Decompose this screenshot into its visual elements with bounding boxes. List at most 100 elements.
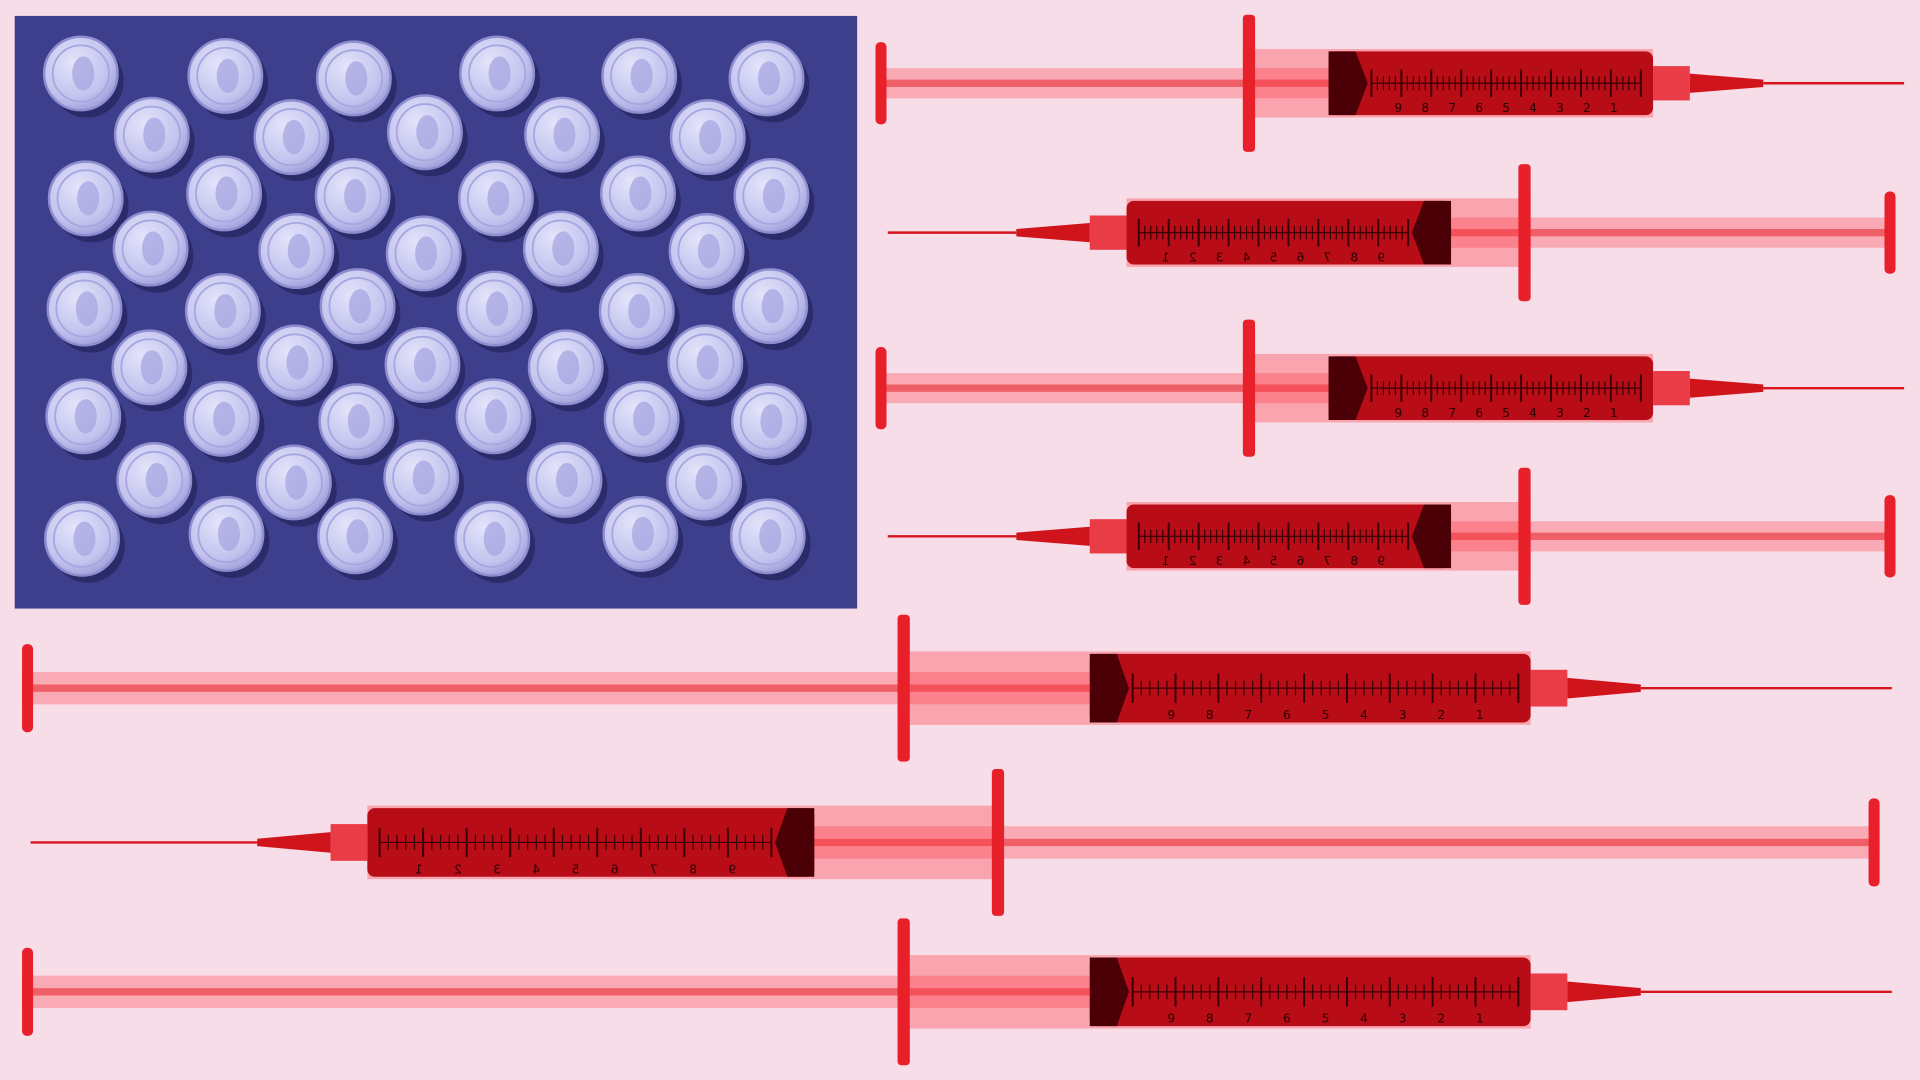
plunger-rod-core xyxy=(875,384,1329,392)
coin-rim xyxy=(394,224,453,283)
coin-rim xyxy=(675,453,734,512)
coin-rim xyxy=(607,281,666,341)
coin-rim xyxy=(193,281,252,341)
coin-rim xyxy=(610,46,669,105)
coin-portrait xyxy=(415,236,438,271)
plunger-rod-core xyxy=(1451,532,1896,540)
scale-number: 5 xyxy=(1322,1012,1330,1026)
coin-portrait xyxy=(699,120,722,155)
finger-flange xyxy=(1518,164,1531,302)
coin-rim xyxy=(120,338,179,397)
coin-portrait xyxy=(286,345,309,380)
coin-portrait xyxy=(552,231,575,266)
needle-hub xyxy=(1653,66,1690,101)
syringe-stripe: 1 2 3 4 5 6 7 8 9 xyxy=(22,918,1892,1066)
coin-portrait xyxy=(213,401,236,436)
coin-portrait xyxy=(695,465,718,500)
coin-rim xyxy=(195,164,254,223)
coin-rim xyxy=(266,333,325,392)
coin-portrait xyxy=(347,404,370,439)
scale-number: 8 xyxy=(1350,554,1358,568)
scale-number: 3 xyxy=(1556,101,1564,115)
scale-number: 7 xyxy=(1244,708,1252,722)
coin-rim xyxy=(395,103,454,162)
finger-flange xyxy=(897,614,910,762)
coin-portrait xyxy=(629,176,652,211)
coin-rim xyxy=(678,108,737,167)
coin-rim xyxy=(56,169,115,228)
coin-portrait xyxy=(759,519,782,554)
finger-flange xyxy=(1242,319,1256,457)
coins-group xyxy=(42,35,815,583)
coin-rim xyxy=(676,333,735,392)
coin-rim xyxy=(468,44,527,103)
scale-number: 6 xyxy=(1475,101,1483,115)
coin-portrait xyxy=(74,399,97,434)
coin-rim xyxy=(262,108,321,167)
scale-number: 6 xyxy=(1296,250,1304,264)
coin-rim xyxy=(465,279,524,338)
scale-number: 7 xyxy=(1323,554,1331,568)
scale-number: 3 xyxy=(1216,554,1224,568)
scale-number: 2 xyxy=(1189,554,1197,568)
plunger-thumb-press xyxy=(875,347,887,430)
needle-hub xyxy=(1530,973,1568,1011)
coin-rim xyxy=(737,49,796,108)
scale-number: 2 xyxy=(1437,1012,1445,1026)
scale-number: 6 xyxy=(1475,406,1483,420)
plunger-thumb-press xyxy=(875,42,887,125)
scale-number: 8 xyxy=(1206,708,1214,722)
plunger-thumb-press xyxy=(1884,495,1896,578)
scale-number: 7 xyxy=(1448,406,1456,420)
coin-portrait xyxy=(344,178,367,214)
plunger-rod-core xyxy=(814,838,1880,847)
needle-hub xyxy=(1530,669,1568,707)
plunger-stopper xyxy=(775,808,815,877)
coin-rim xyxy=(55,279,114,338)
scale-number: 1 xyxy=(1610,101,1618,115)
scale-number: 4 xyxy=(1529,101,1537,115)
needle-hub-tip xyxy=(257,832,331,853)
coin-portrait xyxy=(143,117,166,152)
coin-portrait xyxy=(216,58,239,94)
syringes-group: 1 2 3 4 5 6 7 8 9 1 2 3 4 5 6 7 8 9 1 2 3 4 5 6 7 8 9 1 2 3 4 5 6 7 8 9 1 2 3 4… xyxy=(22,14,1905,1066)
coin-portrait xyxy=(484,399,507,434)
syringe-stripe: 1 2 3 4 5 6 7 8 9 xyxy=(22,614,1892,762)
needle-hub xyxy=(1653,371,1690,406)
scale-number: 9 xyxy=(1167,1012,1175,1026)
coin-rim xyxy=(52,509,112,568)
coin-portrait xyxy=(630,58,653,94)
coin-rim xyxy=(192,389,251,448)
scale-number: 8 xyxy=(1421,406,1429,420)
coin-rim xyxy=(464,387,523,446)
needle-hub-tip xyxy=(1567,981,1641,1003)
coin-rim xyxy=(196,46,255,105)
coin-rim xyxy=(323,166,382,226)
coin-portrait xyxy=(215,176,238,211)
coin-rim xyxy=(327,392,386,451)
coin-rim xyxy=(264,453,323,512)
coin-portrait xyxy=(487,181,510,216)
coin-rim xyxy=(677,221,736,281)
coin-portrait xyxy=(553,117,576,152)
coin-rim xyxy=(54,387,113,446)
coin-portrait xyxy=(217,516,240,552)
scale-number: 1 xyxy=(1162,250,1170,264)
coin-portrait xyxy=(142,231,165,266)
scale-number: 5 xyxy=(1270,250,1278,264)
scale-number: 9 xyxy=(1394,101,1402,115)
plunger-rod-core xyxy=(22,988,1090,996)
coin-rim xyxy=(532,105,592,164)
syringe-stripe: 1 2 3 4 5 6 7 8 9 xyxy=(30,768,1880,916)
coin-rim xyxy=(121,219,180,278)
scale-number: 1 xyxy=(1610,406,1618,420)
coin-portrait xyxy=(557,350,580,385)
coin-portrait xyxy=(555,462,578,498)
scale-number: 3 xyxy=(493,862,501,876)
coin-portrait xyxy=(413,347,436,383)
coin-rim xyxy=(739,392,799,451)
coin-portrait xyxy=(348,288,372,324)
plunger-stopper xyxy=(1089,653,1129,723)
scale-number: 4 xyxy=(1360,708,1368,722)
coin-portrait xyxy=(73,521,96,556)
